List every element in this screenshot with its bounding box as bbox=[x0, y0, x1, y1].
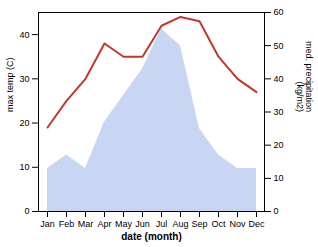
svg-text:10: 10 bbox=[19, 162, 29, 172]
svg-text:May: May bbox=[115, 219, 133, 229]
svg-text:60: 60 bbox=[274, 7, 284, 17]
svg-text:Jan: Jan bbox=[40, 219, 55, 229]
svg-text:Jul: Jul bbox=[156, 219, 168, 229]
svg-text:max temp (C): max temp (C) bbox=[5, 57, 15, 112]
svg-text:date (month): date (month) bbox=[121, 231, 182, 242]
svg-text:Sep: Sep bbox=[191, 219, 207, 229]
svg-text:med. precipitation(kg/m2): med. precipitation(kg/m2) bbox=[295, 41, 314, 112]
svg-text:Mar: Mar bbox=[78, 219, 94, 229]
svg-text:10: 10 bbox=[274, 173, 284, 183]
svg-text:50: 50 bbox=[274, 41, 284, 51]
svg-text:20: 20 bbox=[19, 118, 29, 128]
svg-text:0: 0 bbox=[274, 206, 279, 216]
svg-text:Nov: Nov bbox=[229, 219, 246, 229]
svg-text:Feb: Feb bbox=[59, 219, 75, 229]
svg-text:40: 40 bbox=[274, 74, 284, 84]
svg-text:40: 40 bbox=[19, 29, 29, 39]
svg-text:Aug: Aug bbox=[172, 219, 188, 229]
svg-text:Apr: Apr bbox=[97, 219, 111, 229]
svg-text:30: 30 bbox=[274, 107, 284, 117]
svg-text:20: 20 bbox=[274, 140, 284, 150]
svg-text:0: 0 bbox=[24, 206, 29, 216]
svg-text:Oct: Oct bbox=[211, 219, 226, 229]
svg-text:30: 30 bbox=[19, 74, 29, 84]
svg-text:Dec: Dec bbox=[248, 219, 265, 229]
svg-text:Jun: Jun bbox=[135, 219, 150, 229]
